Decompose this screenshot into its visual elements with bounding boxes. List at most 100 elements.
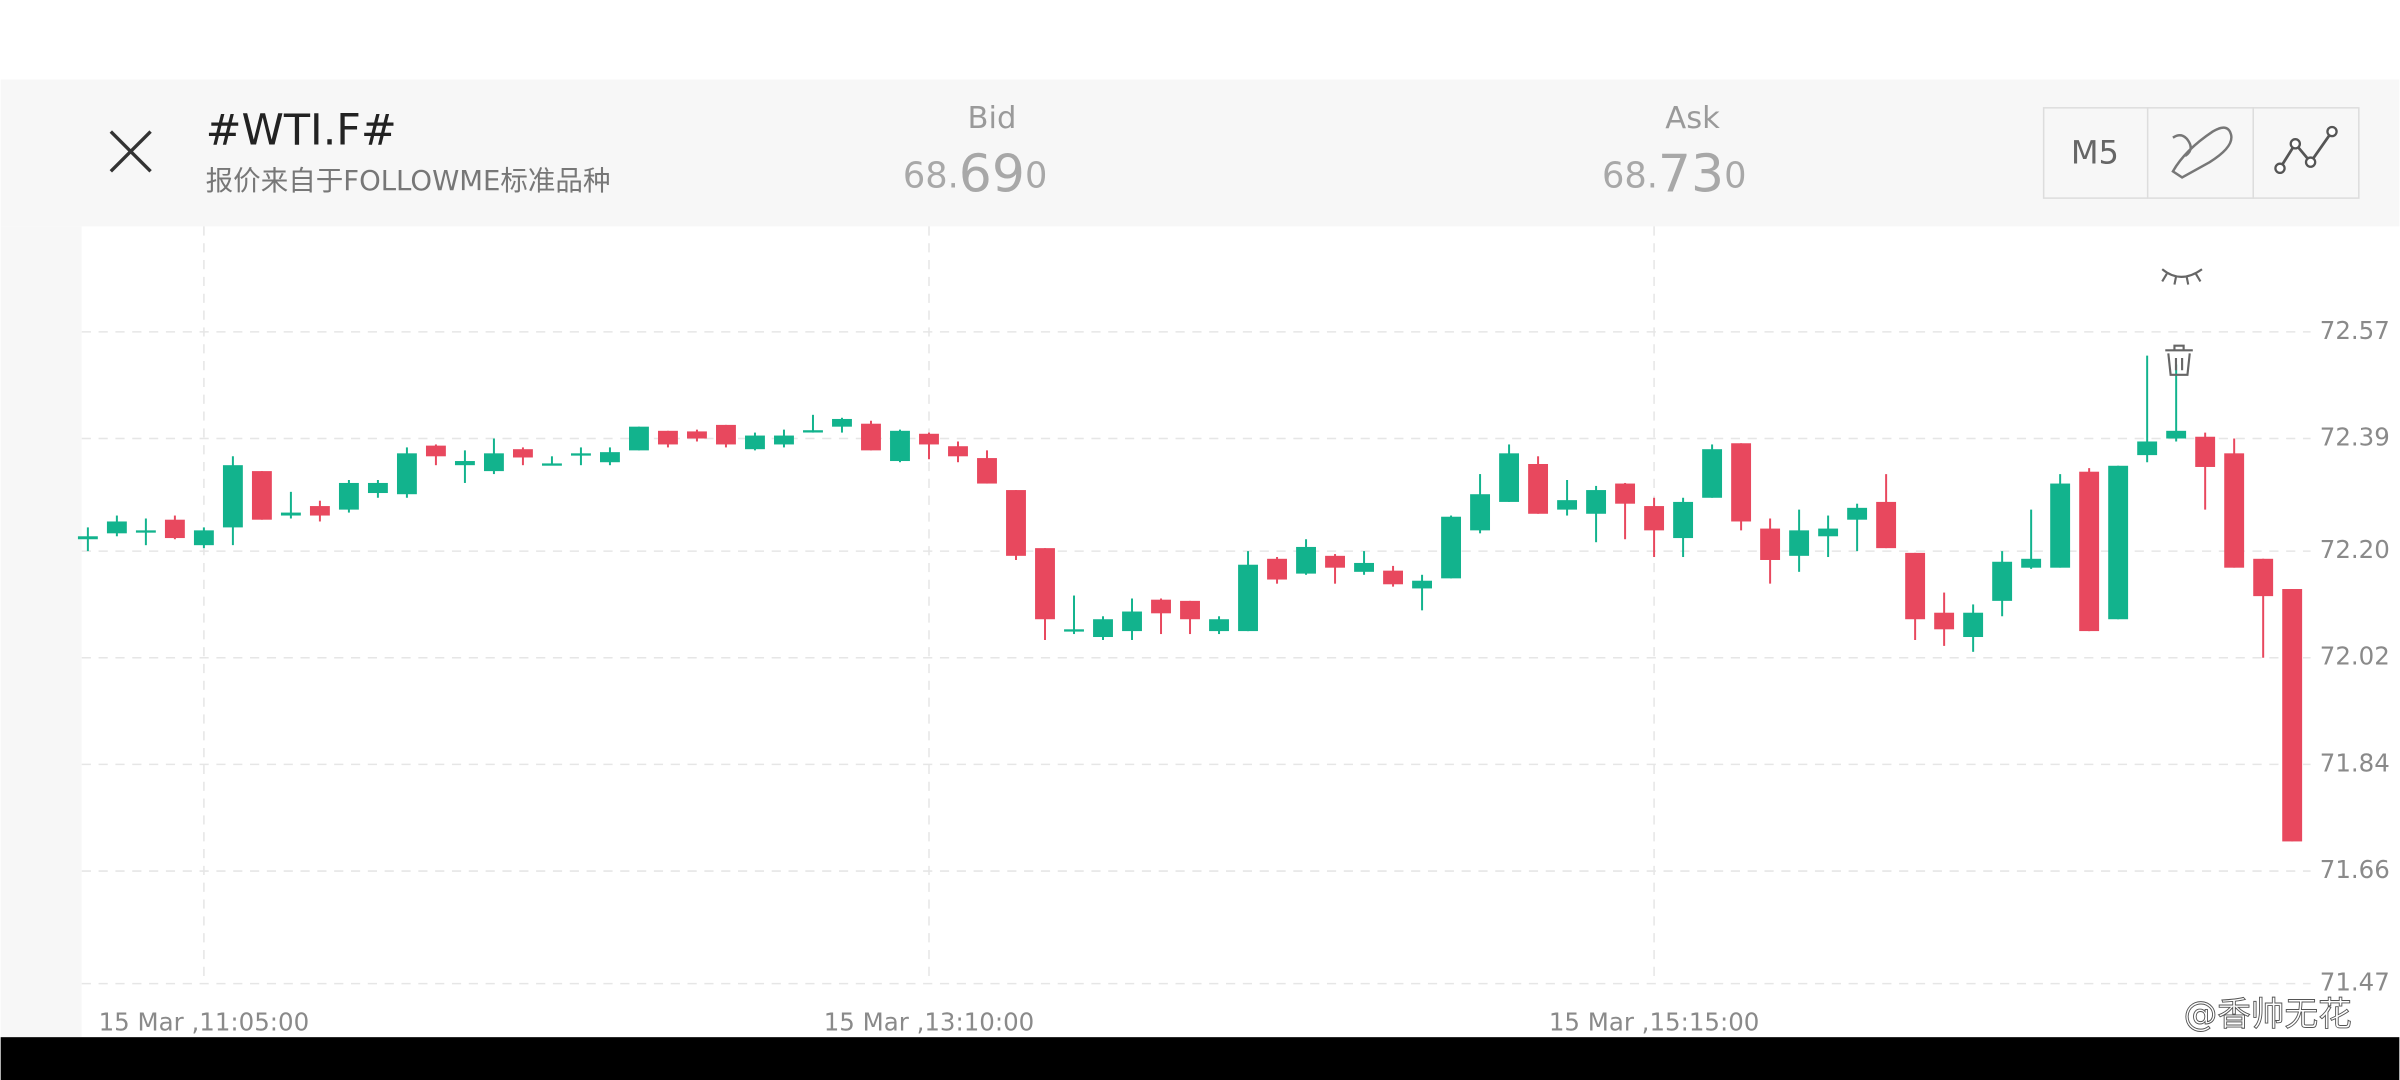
toolbar: M5 xyxy=(2042,107,2360,199)
bottom-bar xyxy=(0,1037,2400,1080)
candle-body xyxy=(948,446,968,457)
candle-body xyxy=(1412,580,1433,589)
timeframe-button[interactable]: M5 xyxy=(2071,134,2119,172)
candle-body xyxy=(425,445,446,457)
draw-tool-button[interactable] xyxy=(2171,126,2233,179)
hide-icon[interactable] xyxy=(2161,268,2203,285)
delete-icon[interactable] xyxy=(2165,344,2193,376)
candle-body xyxy=(1702,449,1723,498)
candle-body xyxy=(2282,589,2303,842)
candle-body xyxy=(77,536,98,540)
header-bar xyxy=(0,79,2400,227)
bid-part: 68. xyxy=(903,155,959,196)
candle-body xyxy=(977,458,997,484)
candle-body xyxy=(774,435,794,445)
candle-body xyxy=(629,426,649,451)
candle-body xyxy=(222,465,243,528)
candle-body xyxy=(1644,506,1665,531)
candle-body xyxy=(2021,558,2042,568)
ask-part: 0 xyxy=(1724,155,1746,196)
candle-body xyxy=(1325,555,1345,568)
candle-body xyxy=(1615,483,1636,504)
candle-body xyxy=(280,512,301,516)
bid-label: Bid xyxy=(968,101,1017,136)
candle-body xyxy=(1789,530,1810,556)
candle-body xyxy=(658,430,678,445)
candle-body xyxy=(1151,599,1171,614)
candle-body xyxy=(687,431,707,439)
candle-body xyxy=(1818,528,1839,537)
chart-area xyxy=(81,226,2400,1038)
candle-body xyxy=(1905,552,1926,620)
y-tick-label: 72.57 xyxy=(2320,316,2390,345)
candle-body xyxy=(1383,570,1403,585)
x-tick-label: 15 Mar ,15:15:00 xyxy=(1549,1007,1760,1036)
candle-body xyxy=(1876,501,1897,549)
ask-label: Ask xyxy=(1665,101,1720,136)
y-tick-label: 72.02 xyxy=(2320,642,2390,671)
line-tool-button[interactable] xyxy=(2278,130,2334,170)
candle-body xyxy=(396,453,417,495)
candle-body xyxy=(1035,548,1055,620)
line-tool-dot xyxy=(2274,162,2286,175)
candle-body xyxy=(1760,528,1781,560)
line-tool-dot xyxy=(2304,156,2317,168)
candle-body xyxy=(1528,463,1549,514)
line-tool-dot xyxy=(2326,125,2338,138)
candle-body xyxy=(1557,500,1578,510)
candle-body xyxy=(541,463,562,466)
y-tick-label: 72.39 xyxy=(2320,423,2390,452)
symbol-subtitle: 报价来自于FOLLOWME标准品种 xyxy=(206,165,611,197)
candle-body xyxy=(2195,436,2216,467)
close-icon[interactable] xyxy=(109,130,152,173)
candle-body xyxy=(1267,558,1287,580)
candle-body xyxy=(309,506,330,516)
candle-body xyxy=(1354,562,1374,572)
y-tick-label: 71.47 xyxy=(2320,968,2390,997)
candle-body xyxy=(2050,483,2071,568)
candle-body xyxy=(1238,564,1258,632)
candle-body xyxy=(1992,561,2013,601)
candle-body xyxy=(2137,441,2158,456)
candle-body xyxy=(338,482,359,510)
candle-body xyxy=(716,424,736,445)
candles xyxy=(77,355,2303,842)
y-tick-label: 72.20 xyxy=(2320,535,2390,564)
close-button[interactable] xyxy=(96,116,166,186)
candle-body xyxy=(251,471,272,520)
candle-body xyxy=(1441,516,1462,579)
candle-body xyxy=(1180,600,1200,620)
candle-body xyxy=(1586,490,1607,514)
candle-body xyxy=(832,418,852,427)
candle-body xyxy=(1963,612,1984,638)
candle-body xyxy=(454,461,475,466)
y-tick-label: 71.84 xyxy=(2320,748,2390,777)
candle-body xyxy=(164,519,185,539)
candle-body xyxy=(512,449,533,458)
watermark-logo xyxy=(2142,1003,2173,1035)
ask-part: 73 xyxy=(1658,144,1724,204)
candle-body xyxy=(2253,558,2274,597)
candle-body xyxy=(1209,619,1229,632)
candle-body xyxy=(803,430,823,433)
symbol-title: #WTI.F# xyxy=(206,106,397,156)
candle-body xyxy=(600,452,620,463)
candle-body xyxy=(2079,471,2100,632)
left-strip xyxy=(0,226,82,1038)
delete-glyph[interactable] xyxy=(2165,344,2193,376)
candle-body xyxy=(1093,619,1113,638)
candle-body xyxy=(1847,507,1868,520)
candle-body xyxy=(1731,443,1752,522)
line-tool-dot xyxy=(2289,138,2302,150)
bid-part: 69 xyxy=(959,144,1025,204)
axis-labels: 72.57 72.39 72.20 72.02 71.84 71.66 71.47 15 Ma… xyxy=(99,316,2390,1037)
x-tick-label: 15 Mar ,13:10:00 xyxy=(824,1007,1035,1036)
candle-body xyxy=(861,423,881,451)
candle-body xyxy=(1296,546,1316,574)
candle-body xyxy=(1934,612,1955,630)
candle-body xyxy=(2224,453,2245,568)
candle-body xyxy=(1122,611,1142,632)
candle-body xyxy=(745,435,765,450)
